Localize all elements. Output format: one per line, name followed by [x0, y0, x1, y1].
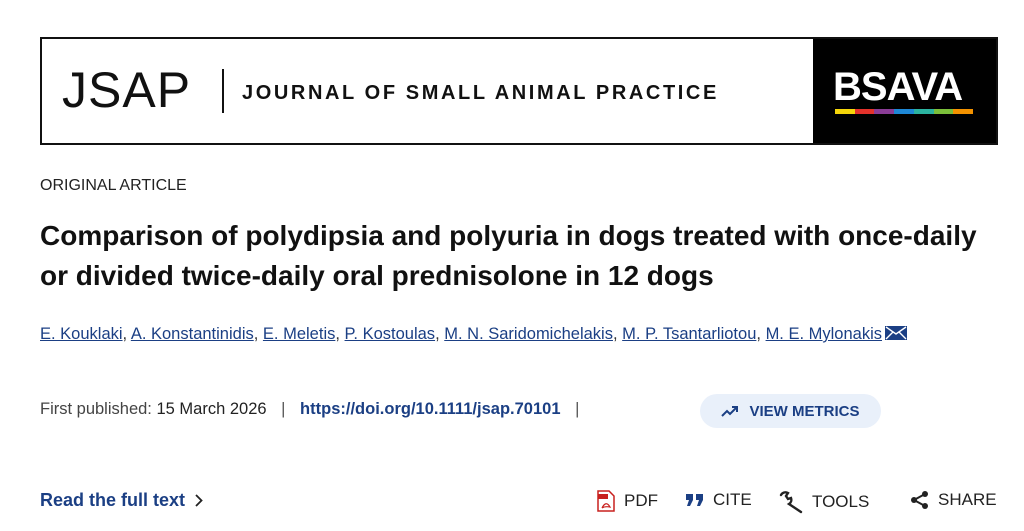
author-separator: , — [335, 325, 340, 343]
chevron-icon — [195, 494, 203, 507]
wrench-icon — [779, 491, 803, 514]
published-label: First published: — [40, 400, 152, 418]
published-date: 15 March 2026 — [156, 400, 267, 418]
author-link[interactable]: M. P. Tsantarliotou — [622, 325, 757, 343]
journal-logo: JSAP — [62, 62, 192, 118]
share-icon — [911, 491, 928, 509]
article-type: ORIGINAL ARTICLE — [40, 177, 187, 194]
quote-icon — [686, 494, 703, 506]
author-separator: , — [756, 325, 761, 343]
divider: | — [575, 400, 580, 418]
share-label: SHARE — [938, 490, 997, 509]
author-link[interactable]: A. Konstantinidis — [130, 325, 254, 343]
tools-button[interactable]: TOOLS — [778, 490, 869, 514]
publication-info: First published: 15 March 2026 | https:/… — [40, 400, 589, 419]
author-separator: , — [435, 325, 440, 343]
author-link[interactable]: M. E. Mylonakis — [765, 325, 883, 343]
email-icon[interactable] — [885, 326, 908, 340]
logo-divider — [222, 69, 224, 113]
metrics-button[interactable]: VIEW METRICS — [700, 394, 881, 428]
author-list: E. Kouklaki, A. Konstantinidis, E. Melet… — [40, 320, 940, 349]
author-separator: , — [122, 325, 128, 343]
publisher-name: BSAVA — [833, 65, 963, 109]
author-separator: , — [612, 325, 618, 343]
share-button[interactable]: SHARE — [910, 490, 997, 510]
pdf-label: PDF — [624, 491, 658, 510]
author-separator: , — [253, 325, 259, 343]
tools-label: TOOLS — [812, 492, 870, 511]
author-link[interactable]: E. Meletis — [262, 325, 336, 343]
full-text-label: Read the full text — [40, 490, 186, 510]
publisher-stripe — [835, 109, 974, 114]
cite-label: CITE — [713, 490, 752, 509]
journal-name: JOURNAL OF SMALL ANIMAL PRACTICE — [242, 82, 719, 104]
pdf-button[interactable]: PDF — [596, 490, 658, 512]
trend-icon — [721, 406, 739, 417]
cite-button[interactable]: CITE — [685, 490, 752, 510]
doi-link[interactable]: https://doi.org/10.1111/jsap.70101 — [300, 400, 561, 418]
pdf-icon — [597, 490, 615, 512]
metrics-label: VIEW METRICS — [749, 402, 860, 420]
author-link[interactable]: E. Kouklaki — [40, 325, 123, 343]
publisher-block: BSAVA — [813, 39, 996, 143]
author-link[interactable]: M. N. Saridomichelakis — [444, 325, 613, 343]
journal-banner[interactable]: JSAP JOURNAL OF SMALL ANIMAL PRACTICE BS… — [40, 37, 998, 145]
author-link[interactable]: P. Kostoulas — [344, 325, 436, 343]
full-text-link[interactable]: Read the full text — [40, 490, 203, 511]
article-title: Comparison of polydipsia and polyuria in… — [40, 220, 977, 291]
divider: | — [281, 400, 286, 418]
